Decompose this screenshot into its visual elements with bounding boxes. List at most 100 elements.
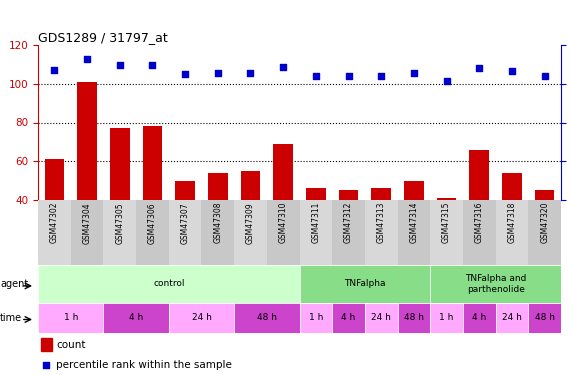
Text: GSM47310: GSM47310 (279, 202, 288, 243)
Point (42, 362, 51, 368)
Text: 4 h: 4 h (341, 314, 356, 322)
Text: GSM47314: GSM47314 (409, 202, 419, 243)
Bar (496, 303, 528, 333)
Bar (143, 126, 162, 200)
Text: GSM47306: GSM47306 (148, 202, 157, 244)
Bar (332, 200, 365, 265)
Text: GSM47302: GSM47302 (50, 202, 59, 243)
Bar (431, 200, 463, 265)
Bar (535, 190, 554, 200)
Bar (169, 200, 202, 265)
Point (246, 70, 255, 76)
Bar (136, 200, 169, 265)
Bar (274, 144, 293, 200)
Bar (240, 171, 260, 200)
Text: GSM47312: GSM47312 (344, 202, 353, 243)
Text: GSM47307: GSM47307 (180, 202, 190, 244)
Point (377, 73, 386, 79)
Bar (202, 200, 234, 265)
Bar (267, 200, 300, 265)
Bar (234, 200, 267, 265)
Text: time: time (0, 313, 22, 323)
Bar (38, 200, 71, 265)
Text: 24 h: 24 h (191, 314, 211, 322)
Point (213, 70, 222, 76)
Text: GSM47313: GSM47313 (377, 202, 386, 243)
Text: agent: agent (0, 279, 28, 289)
Bar (234, 303, 300, 333)
Bar (437, 198, 456, 200)
Bar (110, 128, 130, 200)
Bar (339, 190, 359, 200)
Bar (397, 200, 431, 265)
Text: 48 h: 48 h (534, 314, 554, 322)
Bar (45, 159, 64, 200)
Bar (300, 303, 332, 333)
Text: GSM47318: GSM47318 (508, 202, 516, 243)
Point (508, 68, 517, 74)
Bar (300, 200, 332, 265)
Text: GSM47320: GSM47320 (540, 202, 549, 243)
Bar (528, 200, 561, 265)
Point (475, 65, 484, 71)
Bar (208, 173, 228, 200)
Bar (175, 181, 195, 200)
Text: GSM47309: GSM47309 (246, 202, 255, 244)
Bar (397, 303, 431, 333)
Bar (41, 338, 52, 351)
Text: 48 h: 48 h (404, 314, 424, 322)
Bar (38, 265, 300, 303)
Text: GSM47316: GSM47316 (475, 202, 484, 243)
Bar (306, 188, 325, 200)
Text: GSM47305: GSM47305 (115, 202, 124, 244)
Text: 48 h: 48 h (257, 314, 277, 322)
Text: TNFalpha and
parthenolide: TNFalpha and parthenolide (465, 274, 526, 294)
Bar (502, 173, 522, 200)
Text: control: control (153, 279, 184, 288)
Point (409, 70, 419, 76)
Bar (103, 303, 169, 333)
Text: TNFalpha: TNFalpha (344, 279, 385, 288)
Bar (365, 200, 397, 265)
Bar (463, 303, 496, 333)
Bar (71, 200, 103, 265)
Text: GSM47315: GSM47315 (442, 202, 451, 243)
Point (82, 56, 91, 62)
Text: percentile rank within the sample: percentile rank within the sample (57, 360, 232, 370)
Point (540, 73, 549, 79)
Bar (77, 82, 97, 200)
Point (279, 64, 288, 70)
Bar (332, 303, 365, 333)
Bar (469, 150, 489, 200)
Bar (496, 200, 528, 265)
Bar (38, 303, 103, 333)
Point (442, 78, 451, 84)
Bar (300, 265, 431, 303)
Bar (431, 303, 463, 333)
Point (180, 72, 190, 78)
Bar (431, 265, 561, 303)
Text: GSM47308: GSM47308 (214, 202, 222, 243)
Text: 1 h: 1 h (440, 314, 454, 322)
Text: count: count (57, 340, 86, 350)
Text: 4 h: 4 h (129, 314, 143, 322)
Bar (528, 303, 561, 333)
Text: GDS1289 / 31797_at: GDS1289 / 31797_at (38, 31, 168, 44)
Text: 1 h: 1 h (63, 314, 78, 322)
Point (50, 67, 59, 73)
Point (115, 62, 124, 68)
Text: 4 h: 4 h (472, 314, 486, 322)
Text: GSM47311: GSM47311 (311, 202, 320, 243)
Bar (463, 200, 496, 265)
Bar (103, 200, 136, 265)
Point (148, 62, 157, 68)
Bar (365, 303, 397, 333)
Text: GSM47304: GSM47304 (83, 202, 91, 244)
Point (311, 73, 320, 79)
Bar (169, 303, 234, 333)
Bar (371, 188, 391, 200)
Point (344, 73, 353, 79)
Text: 24 h: 24 h (371, 314, 391, 322)
Text: 24 h: 24 h (502, 314, 522, 322)
Text: 1 h: 1 h (309, 314, 323, 322)
